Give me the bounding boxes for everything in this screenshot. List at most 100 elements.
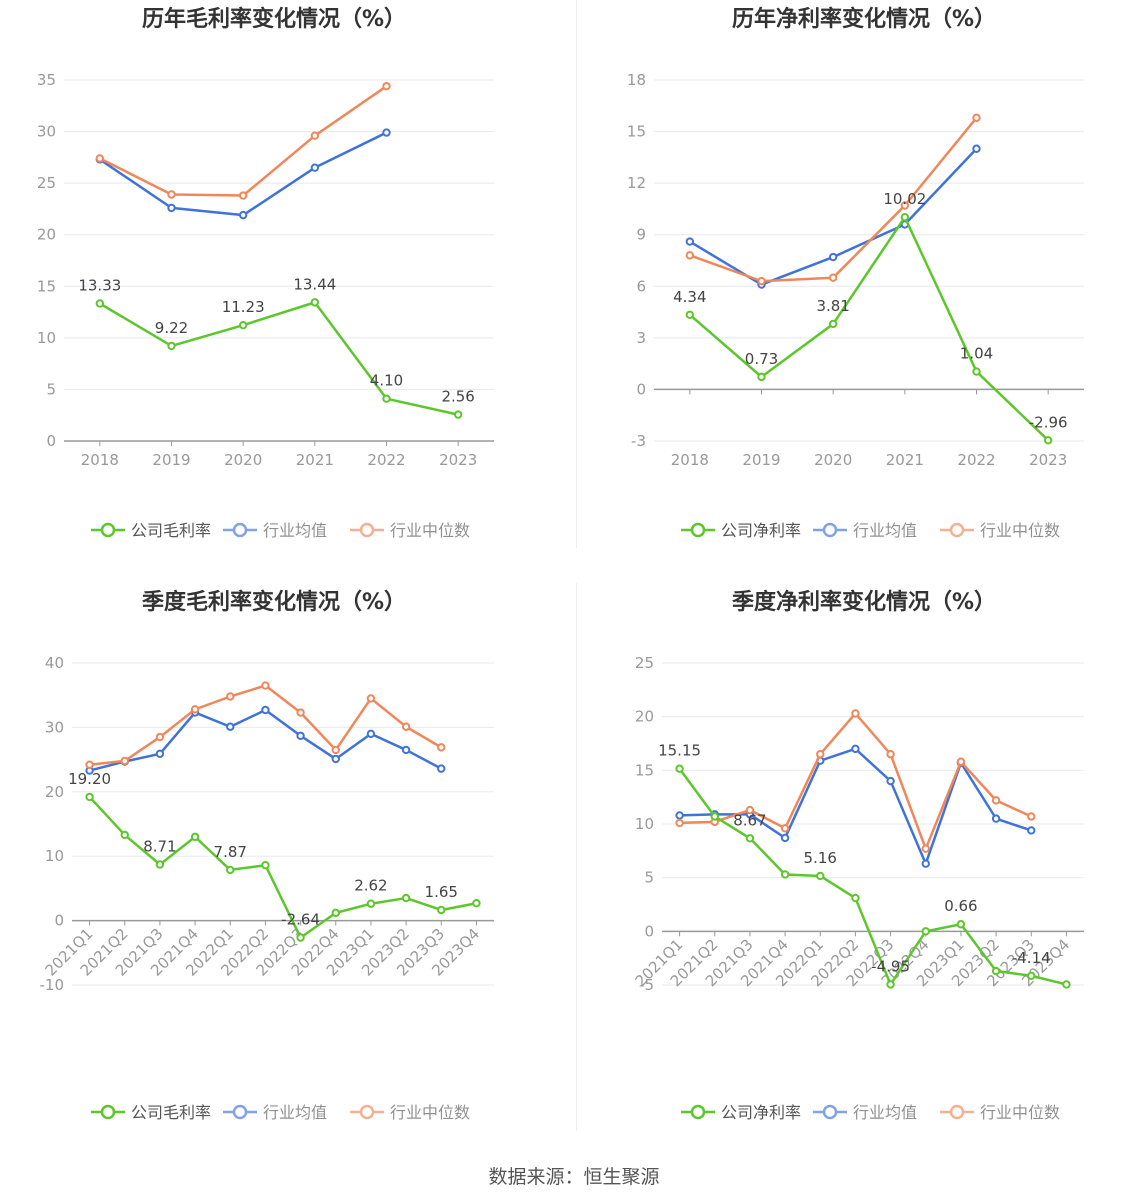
- legend-item-company: 公司净利率: [681, 521, 801, 540]
- data-point-industry_avg: [437, 764, 446, 773]
- data-point-industry_avg: [366, 729, 376, 739]
- y-tick-label: 40: [45, 654, 64, 672]
- legend-marker-icon: [359, 1104, 375, 1120]
- data-label: -2.64: [281, 911, 320, 929]
- y-tick-label: 25: [37, 174, 56, 192]
- series-line-industry_median: [89, 684, 442, 766]
- data-label: 8.71: [143, 838, 176, 856]
- data-point-company: [382, 394, 391, 403]
- y-tick-label: 15: [37, 277, 56, 295]
- chart-title: 历年净利率变化情况（%）: [732, 6, 996, 32]
- data-label: 2.62: [354, 877, 387, 895]
- data-point-company: [366, 899, 376, 908]
- y-tick-label: -10: [40, 976, 65, 994]
- x-tick-label: 2020: [224, 451, 262, 469]
- data-point-company: [226, 865, 235, 875]
- data-point-industry_median: [382, 81, 391, 91]
- data-label: 19.20: [68, 770, 111, 788]
- data-label: 4.34: [673, 288, 706, 306]
- y-tick-label: 0: [46, 432, 56, 450]
- legend-item-industry_avg: 行业均值: [223, 521, 327, 540]
- chart-title: 季度净利率变化情况（%）: [732, 589, 996, 615]
- x-tick-label: 2018: [81, 451, 119, 469]
- legend-label: 行业均值: [853, 1103, 917, 1122]
- data-point-industry_median: [828, 273, 838, 282]
- data-point-industry_avg: [921, 859, 930, 868]
- legend-label: 公司毛利率: [131, 521, 211, 540]
- data-label: 8.67: [733, 811, 766, 829]
- data-point-industry_median: [956, 757, 966, 766]
- y-tick-label: 25: [635, 654, 654, 672]
- y-tick-label: 20: [45, 783, 64, 801]
- y-tick-label: 12: [627, 174, 646, 192]
- data-point-company: [675, 764, 684, 773]
- x-tick-label: 2022: [957, 451, 995, 469]
- y-tick-label: 18: [627, 71, 646, 89]
- data-point-industry_median: [851, 709, 860, 718]
- x-tick-label: 2023: [439, 451, 477, 469]
- data-point-industry_avg: [851, 744, 860, 754]
- data-point-industry_median: [972, 113, 981, 123]
- chart-svg: 历年净利率变化情况（%） -3 0 3 6 9 12 15 18 2018 2019 2020 2021…: [627, 6, 1084, 540]
- data-point-company: [828, 319, 838, 329]
- data-point-company: [851, 893, 860, 903]
- y-tick-label: 35: [37, 71, 56, 89]
- data-point-company: [685, 310, 695, 320]
- data-point-company: [956, 920, 966, 929]
- chart-panel-annual-gross-margin: 历年毛利率变化情况（%） 0 5 10 15 20 25 30 35 2018 2019 2020 20…: [0, 0, 574, 580]
- data-point-company: [238, 320, 248, 330]
- data-point-industry_avg: [780, 833, 790, 843]
- legend-label: 行业中位数: [390, 521, 470, 540]
- legend-label: 行业中位数: [980, 1103, 1060, 1122]
- x-tick-label: 2020: [814, 451, 852, 469]
- data-label: 0.73: [745, 350, 778, 368]
- data-label: 5.16: [804, 849, 837, 867]
- data-point-industry_median: [261, 681, 270, 690]
- data-label: 15.15: [658, 742, 701, 760]
- data-label: 0.66: [944, 897, 977, 915]
- data-point-industry_median: [991, 796, 1001, 805]
- data-label: 10.02: [883, 190, 926, 208]
- data-point-industry_median: [190, 705, 200, 714]
- y-tick-label: 15: [635, 761, 654, 779]
- data-point-industry_median: [226, 692, 235, 701]
- data-point-industry_median: [401, 722, 411, 731]
- chart-panel-quarterly-gross-margin: 季度毛利率变化情况（%） -10 0 10 20 30 40 2021Q1 2021Q2 2021…: [0, 583, 574, 1163]
- data-point-company: [900, 212, 910, 222]
- x-tick-label: 2019: [742, 451, 780, 469]
- data-point-company: [120, 830, 129, 840]
- data-point-company: [261, 861, 270, 870]
- legend-label: 行业中位数: [980, 521, 1060, 540]
- data-point-industry_avg: [972, 144, 981, 153]
- legend-marker-icon: [232, 1104, 248, 1120]
- panel-divider: [576, 0, 577, 548]
- data-point-industry_median: [921, 844, 930, 853]
- y-tick-label: 20: [635, 708, 654, 726]
- x-tick-label: 2021: [886, 451, 924, 469]
- data-point-company: [401, 893, 411, 903]
- y-tick-label: 5: [644, 869, 654, 887]
- legend-label: 公司净利率: [721, 521, 801, 540]
- data-point-industry_avg: [886, 776, 895, 786]
- data-point-industry_avg: [155, 749, 165, 759]
- data-point-company: [296, 933, 305, 942]
- series-line-industry_avg: [679, 747, 1032, 865]
- data-point-company: [886, 980, 895, 989]
- data-point-industry_avg: [331, 754, 340, 764]
- data-point-industry_median: [167, 190, 176, 199]
- data-point-industry_avg: [828, 252, 838, 262]
- chart-title: 历年毛利率变化情况（%）: [142, 6, 406, 32]
- data-point-company: [190, 832, 200, 842]
- series-line-company: [88, 796, 477, 939]
- data-point-industry_median: [366, 694, 376, 703]
- legend-item-industry_median: 行业中位数: [350, 521, 470, 540]
- series-line-industry_median: [99, 85, 388, 197]
- data-point-industry_median: [780, 824, 790, 833]
- data-point-industry_median: [900, 201, 910, 210]
- legend-marker-icon: [690, 522, 706, 538]
- data-point-company: [921, 927, 930, 936]
- legend-item-industry_avg: 行业均值: [223, 1103, 327, 1122]
- data-point-industry_median: [310, 131, 320, 140]
- y-tick-label: 5: [46, 380, 56, 398]
- x-tick-label: 2023: [1029, 451, 1067, 469]
